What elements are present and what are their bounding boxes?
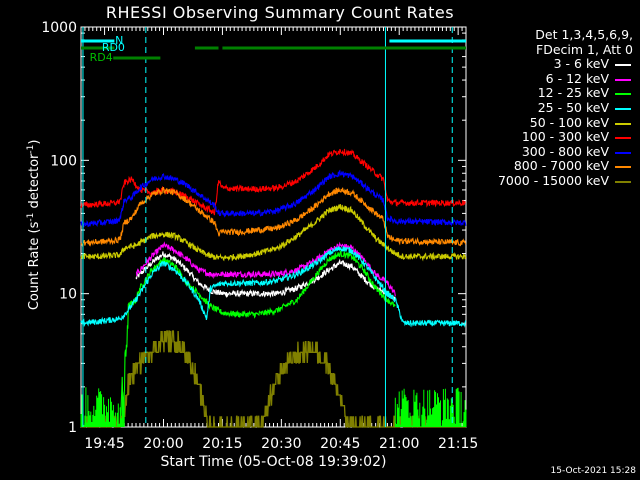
x-tick-label: 20:00 <box>143 436 183 452</box>
legend-swatch <box>615 151 631 154</box>
x-tick-label: 20:15 <box>202 436 242 452</box>
y-axis-label: Count Rate (s-1 detector-1) <box>25 140 43 311</box>
series-line-5 <box>80 204 467 262</box>
status-label-n: N <box>115 34 123 47</box>
y-axis-label-rest: detector <box>27 153 43 213</box>
series-line-1 <box>135 251 396 301</box>
legend-entry-label: 3 - 6 keV <box>553 56 609 72</box>
legend-entry-label: 12 - 25 keV <box>537 85 609 101</box>
legend-entry: 100 - 300 keV <box>468 130 633 145</box>
legend-swatch <box>615 107 631 110</box>
legend-entry: 7000 - 15000 keV <box>468 172 633 189</box>
legend-entry-label: 300 - 800 keV <box>521 143 609 159</box>
legend-swatch <box>615 122 631 125</box>
x-tick-label: 21:15 <box>438 436 478 452</box>
legend: Det 1,3,4,5,6,9, FDecim 1, Att 0 3 - 6 k… <box>468 27 633 189</box>
legend-entry: 800 - 7000 keV <box>468 159 633 174</box>
series-line-7 <box>80 169 467 228</box>
y-tick-label: 1000 <box>41 20 77 36</box>
x-tick-label: 19:45 <box>84 436 124 452</box>
x-tick-label: 20:45 <box>320 436 360 452</box>
legend-swatch <box>615 166 631 169</box>
series-line-4 <box>80 246 467 328</box>
y-tick-label: 1 <box>68 420 77 436</box>
timestamp-footer: 15-Oct-2021 15:28 <box>550 466 636 476</box>
legend-entry: 50 - 100 keV <box>468 114 633 131</box>
legend-entry-label: 25 - 50 keV <box>537 99 609 115</box>
legend-entry-label: 800 - 7000 keV <box>513 158 609 174</box>
legend-entry-label: 6 - 12 keV <box>545 70 609 86</box>
legend-entry-label: 50 - 100 keV <box>529 114 609 130</box>
legend-swatch <box>615 78 631 81</box>
status-label-rd0: RD0 <box>102 41 125 54</box>
series-line-3 <box>119 250 396 417</box>
series-line-6 <box>80 148 466 216</box>
legend-swatch <box>615 137 631 140</box>
plot-frame: 1 10 100 1000 19:45 20:00 20:15 20:30 20:45 21:00… <box>41 20 478 452</box>
legend-entry: 3 - 6 keV <box>468 57 633 72</box>
legend-entry: 25 - 50 keV <box>468 99 633 116</box>
legend-entry: 6 - 12 keV <box>468 70 633 87</box>
legend-header-line-2: FDecim 1, Att 0 <box>536 41 633 57</box>
status-label-rd4: RD4 <box>90 51 113 64</box>
legend-entry-label: 7000 - 15000 keV <box>497 172 609 188</box>
y-axis-label-sup2: -1 <box>25 144 36 154</box>
y-axis-label-main: Count Rate (s <box>27 221 43 311</box>
x-axis-label: Start Time (05-Oct-08 19:39:02) <box>160 454 387 470</box>
series-line-2 <box>135 241 396 297</box>
x-tick-label: 21:00 <box>379 436 419 452</box>
legend-entry: 12 - 25 keV <box>468 86 633 101</box>
legend-entry-label: 100 - 300 keV <box>521 129 609 145</box>
series-line-8 <box>80 186 467 248</box>
legend-swatch <box>615 180 631 183</box>
chart-title: RHESSI Observing Summary Count Rates <box>105 3 455 22</box>
legend-swatch <box>615 64 631 67</box>
legend-rows: 3 - 6 keV 6 - 12 keV 12 - 25 keV 25 - 50 ke… <box>468 57 633 188</box>
low-rate-noise <box>80 387 467 427</box>
series-layer <box>80 148 467 428</box>
y-axis-label-sup1: -1 <box>25 212 36 222</box>
x-tick-label: 20:30 <box>261 436 301 452</box>
y-axis-label-end: ) <box>27 139 43 145</box>
y-tick-label: 10 <box>59 287 77 303</box>
legend-entry: 300 - 800 keV <box>468 143 633 160</box>
legend-header-line-1: Det 1,3,4,5,6,9, <box>535 27 633 42</box>
legend-swatch <box>615 93 631 96</box>
y-tick-label: 100 <box>50 153 77 169</box>
